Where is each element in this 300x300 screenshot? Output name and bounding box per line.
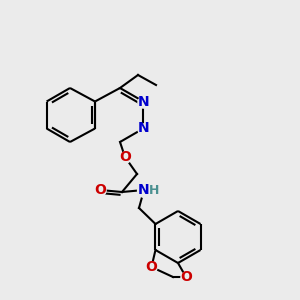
Text: O: O	[119, 150, 131, 164]
Text: N: N	[138, 122, 149, 136]
Text: N: N	[138, 94, 149, 109]
Text: O: O	[94, 183, 106, 197]
Text: O: O	[146, 260, 158, 274]
Text: O: O	[180, 270, 192, 284]
Text: H: H	[149, 184, 159, 196]
Text: N: N	[138, 183, 150, 197]
